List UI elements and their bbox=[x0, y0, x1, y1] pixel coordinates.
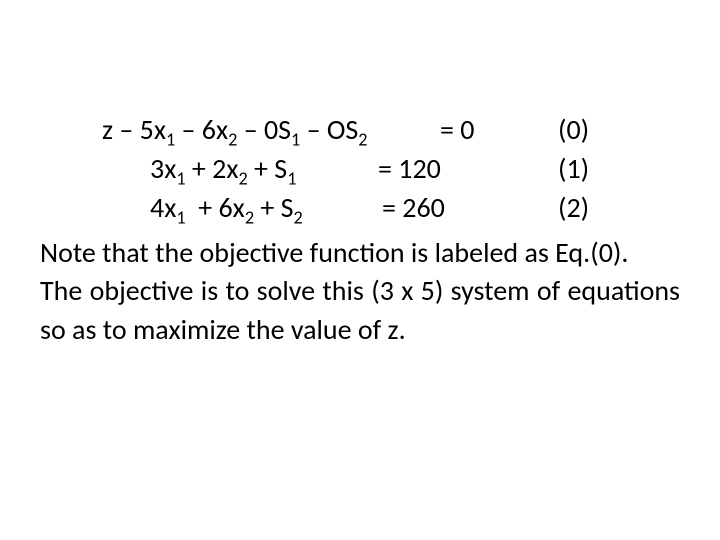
eq-lhs: 3x1 + 2x2 + S1 bbox=[150, 149, 378, 188]
eq-rhs: = 260 bbox=[382, 188, 558, 227]
indent bbox=[40, 110, 102, 149]
eq-tag: (2) bbox=[558, 188, 618, 227]
eq-rhs: = 120 bbox=[378, 149, 558, 188]
equation-row-1: 3x1 + 2x2 + S1 = 120 (1) bbox=[40, 149, 680, 188]
eq-rhs: = 0 bbox=[440, 110, 558, 149]
eq-lhs: z – 5x1 – 6x2 – 0S1 – OS2 bbox=[102, 110, 440, 149]
equation-row-2: 4x1 + 6x2 + S2 = 260 (2) bbox=[40, 188, 680, 227]
equation-row-0: z – 5x1 – 6x2 – 0S1 – OS2 = 0 (0) bbox=[40, 110, 680, 149]
paragraph-1: Note that the objective function is labe… bbox=[40, 234, 680, 273]
indent bbox=[40, 188, 150, 227]
paragraph-2: The objective is to solve this (3 x 5) s… bbox=[40, 272, 680, 349]
equation-block: z – 5x1 – 6x2 – 0S1 – OS2 = 0 (0) 3x1 + … bbox=[40, 110, 680, 228]
eq-lhs: 4x1 + 6x2 + S2 bbox=[150, 188, 382, 227]
eq-tag: (0) bbox=[558, 110, 618, 149]
slide: z – 5x1 – 6x2 – 0S1 – OS2 = 0 (0) 3x1 + … bbox=[0, 0, 720, 540]
eq-tag: (1) bbox=[558, 149, 618, 188]
indent bbox=[40, 149, 150, 188]
